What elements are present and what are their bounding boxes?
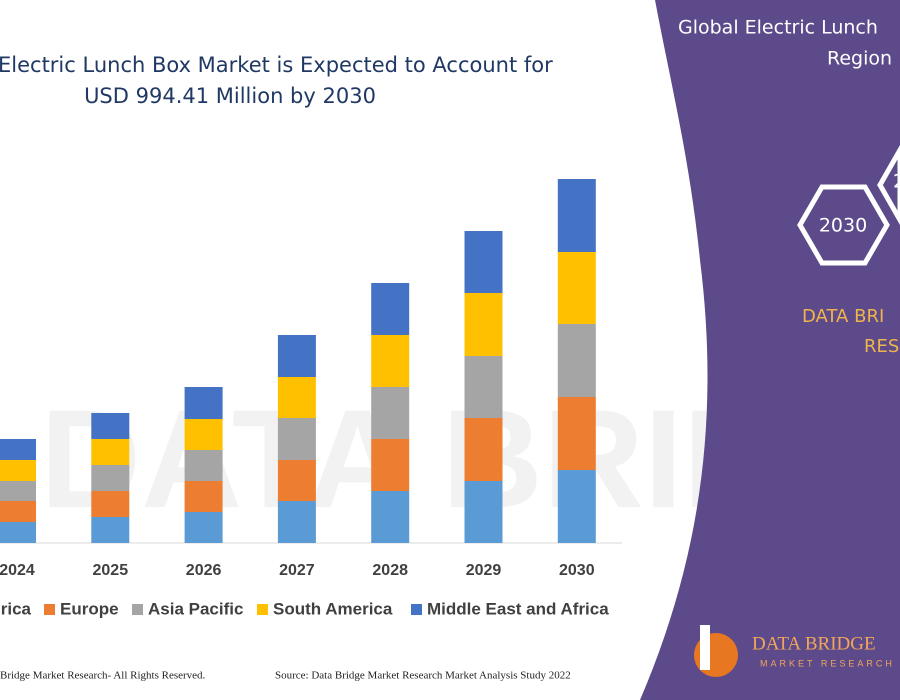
legend-swatch (44, 604, 55, 615)
x-tick-label: 2027 (279, 562, 315, 579)
bar-segment (277, 377, 316, 418)
bar-segment (557, 324, 596, 397)
brand: RES (864, 336, 899, 357)
hexagon (877, 144, 900, 226)
legend-label: Asia Pacific (148, 599, 243, 618)
bar-segment (0, 481, 36, 501)
bar-segment (184, 419, 223, 450)
bar-segment (464, 356, 503, 418)
legend-swatch (132, 604, 143, 615)
logo-name: DATA BRIDGE (752, 633, 876, 654)
bar-segment (277, 460, 316, 501)
bar-segment (277, 501, 316, 543)
bar-segment (371, 283, 410, 335)
logo-tagline: MARKET RESEARCH (760, 658, 895, 668)
source: Source: Data Bridge Market Research Mark… (275, 670, 571, 682)
bar-segment (184, 481, 223, 512)
bar-segment (0, 460, 36, 481)
bar-segment (371, 387, 410, 439)
legend-label: rica (1, 599, 32, 618)
bar-segment (371, 491, 410, 543)
logo-mark (700, 625, 710, 670)
chart-title: Electric Lunch Box Market is Expected to… (0, 53, 553, 77)
panel-title: Region (827, 48, 892, 70)
bar-segment (464, 231, 503, 293)
bar-segment (464, 481, 503, 543)
copyright: Bridge Market Research- All Rights Reser… (0, 670, 206, 682)
bar-segment (91, 439, 130, 465)
bar-segment (557, 252, 596, 324)
bar-segment (184, 450, 223, 481)
bar-segment (557, 397, 596, 470)
legend-swatch (411, 604, 422, 615)
bar-segment (464, 418, 503, 481)
panel-title: Global Electric Lunch (678, 17, 878, 39)
bar-segment (0, 439, 36, 460)
bar-segment (91, 413, 130, 439)
bar-segment (91, 517, 130, 543)
bar-segment (91, 465, 130, 491)
bar-segment (0, 522, 36, 543)
hexagon-label: 2030 (819, 215, 867, 237)
bar-segment (184, 387, 223, 419)
bar-segment (371, 335, 410, 387)
legend-label: Middle East and Africa (427, 599, 609, 618)
x-tick-label: 2026 (186, 562, 222, 579)
bar-segment (464, 293, 503, 356)
bar-segment (91, 491, 130, 517)
x-tick-label: 2025 (93, 562, 129, 579)
bar-segment (371, 439, 410, 491)
hexagon (797, 184, 890, 266)
x-tick-label: 2029 (466, 562, 502, 579)
bar-segment (557, 470, 596, 543)
hexagon-label: 2 (893, 171, 900, 193)
legend-swatch (257, 604, 268, 615)
x-tick-label: 2028 (372, 562, 408, 579)
bar-segment (184, 512, 223, 543)
bar-segment (277, 418, 316, 460)
legend-label: Europe (60, 599, 119, 618)
legend-label: South America (273, 599, 393, 618)
bar-segment (0, 501, 36, 522)
chart-title: USD 994.41 Million by 2030 (84, 84, 376, 108)
side-panel (640, 0, 900, 700)
brand: DATA BRI (802, 306, 884, 327)
x-tick-label: 2030 (559, 562, 595, 579)
x-tick-label: 2024 (0, 562, 35, 579)
bar-segment (557, 179, 596, 252)
bar-segment (277, 335, 316, 377)
